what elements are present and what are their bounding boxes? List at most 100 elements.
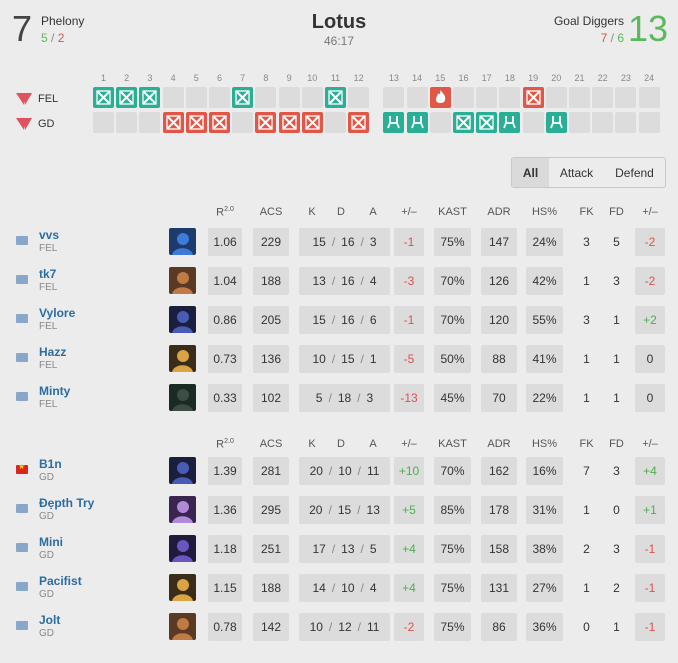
round-empty[interactable] bbox=[278, 87, 300, 108]
elim-round-icon[interactable] bbox=[476, 112, 498, 133]
acs-header[interactable]: ACS bbox=[259, 206, 283, 218]
defuse-round-icon[interactable] bbox=[383, 112, 405, 133]
round-empty[interactable] bbox=[545, 87, 567, 108]
round-empty[interactable] bbox=[232, 112, 254, 133]
player-row[interactable]: Đẹpth Try GD 1.36 295 20 / 15 / 13 +5 85% 178 31% 1 0 +… bbox=[0, 493, 678, 527]
round-empty[interactable] bbox=[139, 112, 161, 133]
elim-round-icon[interactable] bbox=[116, 87, 138, 108]
round-empty[interactable] bbox=[476, 87, 498, 108]
elim-round-icon[interactable] bbox=[278, 112, 300, 133]
fk-header[interactable]: FK bbox=[579, 206, 594, 218]
kast-header[interactable]: KAST bbox=[438, 206, 467, 218]
defuse-round-icon[interactable] bbox=[499, 112, 521, 133]
acs-header[interactable]: ACS bbox=[259, 438, 283, 450]
fk-header[interactable]: FK bbox=[579, 438, 594, 450]
round-empty[interactable] bbox=[638, 112, 660, 133]
player-name[interactable]: Đẹpth Try bbox=[39, 496, 95, 510]
d-header[interactable]: D bbox=[337, 206, 345, 218]
fk-diff-header[interactable]: +/– bbox=[642, 438, 658, 450]
elim-round-icon[interactable] bbox=[139, 87, 161, 108]
player-name[interactable]: vvs bbox=[39, 228, 60, 242]
player-name[interactable]: B1n bbox=[39, 457, 62, 471]
fd-header[interactable]: FD bbox=[609, 438, 624, 450]
round-empty[interactable] bbox=[569, 112, 590, 133]
hs-header[interactable]: HS% bbox=[531, 206, 558, 218]
kd-diff-header[interactable]: +/– bbox=[401, 206, 417, 218]
defuse-round-icon[interactable] bbox=[545, 112, 567, 133]
round-empty[interactable] bbox=[522, 112, 544, 133]
deaths-value: 10 bbox=[341, 581, 355, 595]
elim-round-icon[interactable] bbox=[255, 112, 277, 133]
player-name[interactable]: Vylore bbox=[39, 306, 76, 320]
adr-header[interactable]: ADR bbox=[487, 438, 511, 450]
player-row[interactable]: Jolt GD 0.78 142 10 / 12 / 11 -2 75% 86 36% 0 1 -1 bbox=[0, 610, 678, 644]
round-empty[interactable] bbox=[162, 87, 184, 108]
adr-header[interactable]: ADR bbox=[487, 206, 511, 218]
elim-round-icon[interactable] bbox=[185, 112, 207, 133]
elim-round-icon[interactable] bbox=[453, 112, 474, 133]
a-header[interactable]: A bbox=[369, 438, 377, 450]
player-row[interactable]: Pacifist GD 1.15 188 14 / 10 / 4 +4 75% 131 27% 1 2 -1 bbox=[0, 571, 678, 605]
hs-header[interactable]: HS% bbox=[531, 438, 558, 450]
kd-diff-header[interactable]: +/– bbox=[401, 438, 417, 450]
team2-name[interactable]: Goal Diggers bbox=[553, 14, 624, 28]
fk-value: 7 bbox=[583, 464, 590, 478]
round-empty[interactable] bbox=[116, 112, 138, 133]
player-row[interactable]: Minty FEL 0.33 102 5 / 18 / 3 -13 45% 70 22% 1 1 0 bbox=[0, 381, 678, 415]
elim-round-icon[interactable] bbox=[301, 112, 323, 133]
k-header[interactable]: K bbox=[308, 438, 316, 450]
round-empty[interactable] bbox=[499, 87, 521, 108]
defuse-round-icon[interactable] bbox=[406, 112, 428, 133]
round-empty[interactable] bbox=[301, 87, 323, 108]
tab-defend[interactable]: Defend bbox=[615, 165, 654, 180]
elim-round-icon[interactable] bbox=[232, 87, 254, 108]
a-header[interactable]: A bbox=[369, 206, 377, 218]
player-name[interactable]: Pacifist bbox=[39, 574, 82, 588]
boom-round-icon[interactable] bbox=[429, 87, 451, 108]
fd-header[interactable]: FD bbox=[609, 206, 624, 218]
elim-round-icon[interactable] bbox=[209, 112, 230, 133]
player-name[interactable]: Minty bbox=[39, 384, 71, 398]
round-empty[interactable] bbox=[592, 112, 614, 133]
elim-round-icon[interactable] bbox=[162, 112, 184, 133]
player-name[interactable]: Mini bbox=[39, 535, 63, 549]
round-empty[interactable] bbox=[453, 87, 474, 108]
round-empty[interactable] bbox=[429, 112, 451, 133]
round-empty[interactable] bbox=[93, 112, 114, 133]
round-empty[interactable] bbox=[209, 87, 230, 108]
round-empty[interactable] bbox=[348, 87, 370, 108]
round-empty[interactable] bbox=[325, 112, 346, 133]
round-empty[interactable] bbox=[615, 112, 637, 133]
player-row[interactable]: Mini GD 1.18 251 17 / 13 / 5 +4 75% 158 38% 2 3 -1 bbox=[0, 532, 678, 566]
round-empty[interactable] bbox=[185, 87, 207, 108]
round-empty[interactable] bbox=[638, 87, 660, 108]
k-header[interactable]: K bbox=[308, 206, 316, 218]
player-name[interactable]: Hazz bbox=[39, 345, 67, 359]
player-row[interactable]: tk7 FEL 1.04 188 13/16/4 -3 70% 126 42% 1 3 -2 bbox=[0, 264, 678, 298]
player-name[interactable]: Jolt bbox=[39, 613, 61, 627]
round-empty[interactable] bbox=[406, 87, 428, 108]
round-empty[interactable] bbox=[592, 87, 614, 108]
round-empty[interactable] bbox=[383, 87, 405, 108]
round-empty[interactable] bbox=[255, 87, 277, 108]
player-row[interactable]: vvs FEL 1.06 229 15 / 16 / 3 -1 75% 147 24% 3 5 -2 bbox=[0, 225, 678, 259]
rating-header[interactable]: R2.0 bbox=[208, 206, 242, 219]
deaths-value: 13 bbox=[341, 542, 355, 556]
fk-diff-header[interactable]: +/– bbox=[642, 206, 658, 218]
elim-round-icon[interactable] bbox=[522, 87, 544, 108]
player-row[interactable]: Vylore FEL 0.86 205 15 / 16 / 6 -1 70% 120 55% 3 1 +2 bbox=[0, 303, 678, 337]
round-empty[interactable] bbox=[615, 87, 637, 108]
player-name[interactable]: tk7 bbox=[39, 267, 57, 281]
tab-attack[interactable]: Attack bbox=[559, 165, 594, 180]
rating-header[interactable]: R2.0 bbox=[208, 438, 242, 451]
tab-all[interactable]: All bbox=[512, 158, 549, 187]
kast-header[interactable]: KAST bbox=[438, 438, 467, 450]
elim-round-icon[interactable] bbox=[93, 87, 114, 108]
d-header[interactable]: D bbox=[337, 438, 345, 450]
team1-name[interactable]: Phelony bbox=[41, 14, 85, 28]
elim-round-icon[interactable] bbox=[348, 112, 370, 133]
round-empty[interactable] bbox=[569, 87, 590, 108]
player-row[interactable]: Hazz FEL 0.73 136 10/15/1 -5 50% 88 41% 1 1 0 bbox=[0, 342, 678, 376]
elim-round-icon[interactable] bbox=[325, 87, 346, 108]
